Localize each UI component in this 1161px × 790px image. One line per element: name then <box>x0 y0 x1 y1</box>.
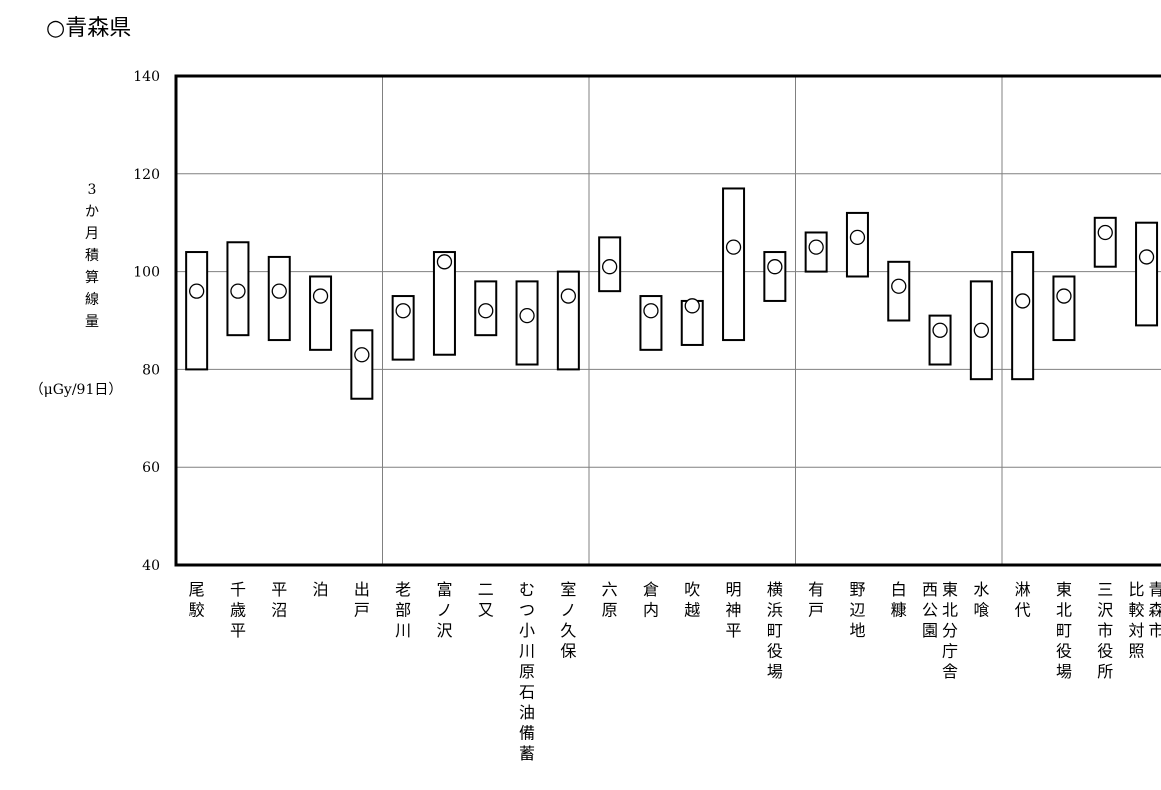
chart-title: ○青森県 <box>46 16 132 41</box>
value-marker <box>1015 293 1031 309</box>
range-bar <box>1011 251 1035 381</box>
value-marker <box>1138 249 1155 265</box>
value-marker <box>602 259 618 275</box>
value-marker <box>725 239 742 255</box>
range-bar <box>350 329 374 400</box>
value-marker <box>1097 224 1113 241</box>
value-marker <box>684 298 700 314</box>
category-label: 白糠 <box>891 580 907 620</box>
category-label: 有戸 <box>808 580 824 620</box>
y-tick-labels: 40 60 80 100 120 140 <box>133 69 160 574</box>
category-label: 六原 <box>602 580 618 620</box>
y-axis-label-char: 3 <box>88 182 97 198</box>
range-bar <box>309 275 333 351</box>
value-marker <box>767 259 783 275</box>
range-bar <box>1135 221 1159 327</box>
grid-lines <box>176 76 1161 565</box>
y-axis-label-char: 月 <box>85 226 99 242</box>
category-label: 淋代 <box>1015 580 1031 620</box>
range-bars <box>185 187 1159 400</box>
y-tick-label: 100 <box>133 265 160 281</box>
y-axis-label-char: 算 <box>85 270 99 286</box>
y-tick-label: 120 <box>133 167 160 183</box>
value-marker <box>643 303 659 319</box>
category-label: 老部川 <box>395 580 411 640</box>
value-marker <box>354 347 370 363</box>
category-label: 横浜町役場 <box>767 580 783 681</box>
category-label: むつ小川原石油備蓄 <box>519 580 535 763</box>
category-label: 西公園 <box>922 580 938 640</box>
range-bar <box>185 251 209 371</box>
category-label: 吹越 <box>684 580 700 620</box>
value-marker <box>973 322 989 338</box>
category-label: 東北分庁舎 <box>942 580 958 681</box>
value-marker <box>188 283 205 299</box>
category-label: 東北町役場 <box>1056 580 1072 681</box>
category-label: 泊 <box>313 580 329 599</box>
y-tick-label: 80 <box>142 362 160 378</box>
category-label: 千歳平 <box>230 580 246 640</box>
category-label: 平沼 <box>271 580 287 620</box>
category-label: 二又 <box>478 580 494 620</box>
value-marker <box>560 288 576 304</box>
y-axis-unit: （μGy/91日） <box>30 382 123 398</box>
y-tick-label: 140 <box>133 69 160 85</box>
y-tick-label: 40 <box>142 558 160 574</box>
range-bar <box>1052 275 1076 342</box>
value-marker <box>932 322 948 338</box>
category-label: 明神平 <box>726 580 742 640</box>
category-label: 富ノ沢 <box>436 580 452 640</box>
value-marker <box>891 278 907 294</box>
y-axis-label-char: 量 <box>85 314 99 330</box>
range-bar <box>556 270 580 371</box>
value-marker <box>395 303 411 319</box>
value-marker <box>436 254 453 270</box>
plot-frame <box>174 74 1161 567</box>
category-label: 青森市 <box>1149 580 1161 640</box>
value-marker <box>519 307 535 324</box>
y-axis-label-char: 線 <box>85 292 99 308</box>
range-bar <box>432 251 456 356</box>
value-marker <box>1056 288 1072 304</box>
value-marker <box>271 283 287 299</box>
category-label: 水喰 <box>973 580 989 620</box>
value-marker <box>808 239 824 255</box>
range-bar <box>722 187 746 342</box>
y-axis-label-char: 積 <box>85 248 99 264</box>
category-label: 出戸 <box>354 580 370 620</box>
category-label: 野辺地 <box>849 580 865 640</box>
category-label: 倉内 <box>643 580 659 620</box>
value-marker <box>849 229 866 246</box>
value-marker <box>230 283 246 299</box>
category-label: 室ノ久保 <box>560 580 576 661</box>
y-tick-label: 60 <box>142 460 160 476</box>
value-marker <box>478 303 494 319</box>
value-marker <box>312 288 329 304</box>
category-label: 尾駮 <box>189 580 205 620</box>
y-axis-label-char: か <box>85 204 99 220</box>
category-label: 比較対照 <box>1129 580 1145 661</box>
category-label: 三沢市役所 <box>1097 580 1113 681</box>
